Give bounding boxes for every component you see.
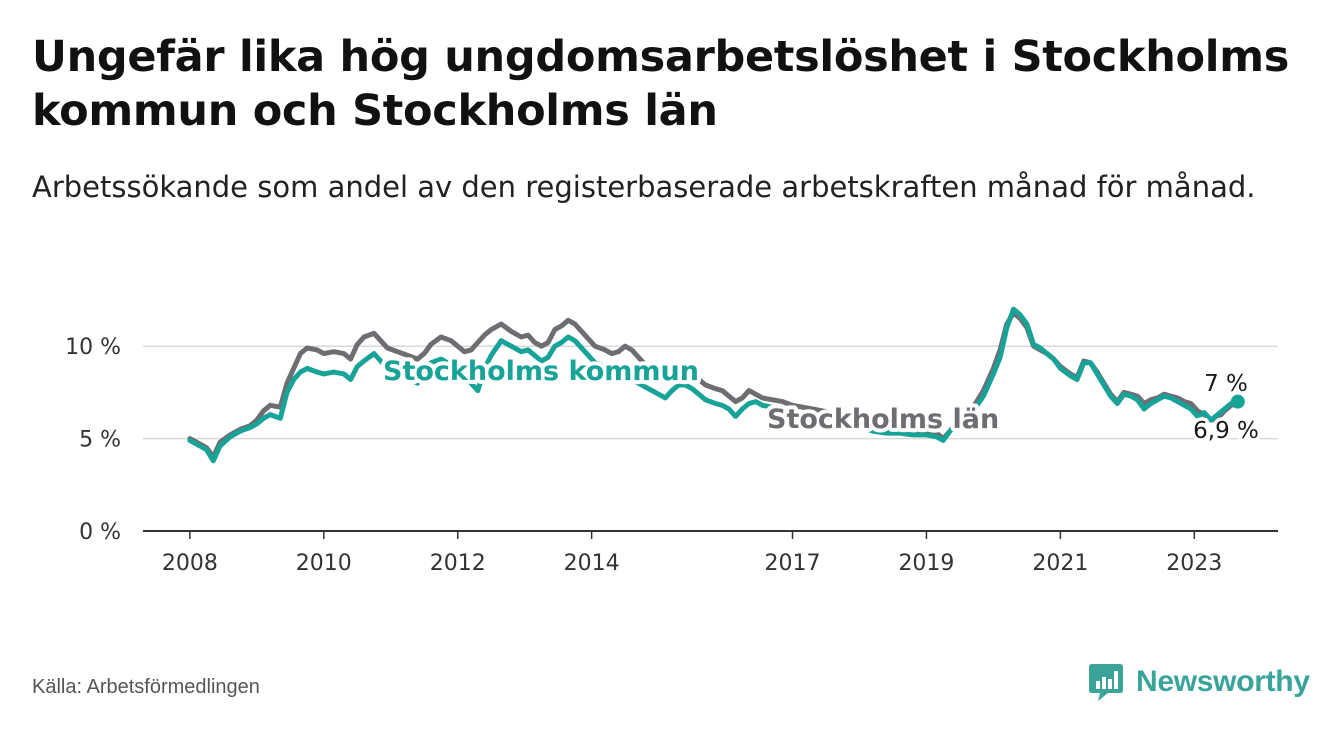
chart-title: Ungefär lika hög ungdomsarbetslöshet i S… — [32, 32, 1290, 136]
x-tick-label: 2012 — [430, 551, 486, 576]
chart-subtitle: Arbetssökande som andel av den registerb… — [32, 170, 1256, 204]
y-axis-ticks: 0 % 5 % 10 % — [65, 335, 121, 545]
newsworthy-logo-icon — [1089, 664, 1123, 701]
x-tick-label: 2010 — [296, 551, 352, 576]
line-chart: 0 %5 %10 % 2008 2010 2012 2014 2017 2019 2021 2… — [65, 306, 1278, 576]
x-axis: 2008 2010 2012 2014 2017 2019 2021 2023 — [143, 530, 1278, 576]
x-tick-label: 2023 — [1166, 551, 1222, 576]
series-lines — [187, 306, 1245, 464]
end-label-kommun: 7 % — [1204, 371, 1248, 397]
x-tick-label: 2017 — [765, 551, 821, 576]
end-label-lan: 6,9 % — [1193, 418, 1259, 444]
series-line-stockholms-kommun — [187, 306, 1241, 464]
series-line-stockholms-lan — [187, 310, 1241, 460]
y-tick-label: 5 % — [79, 428, 121, 453]
y-tick-label: 0 % — [79, 520, 121, 545]
label-stockholms-lan: Stockholms län — [767, 404, 999, 435]
end-label-kommun-halo: 7 % — [1204, 371, 1248, 397]
series-end-dot — [1230, 394, 1245, 409]
x-tick-label: 2008 — [162, 551, 218, 576]
x-tick-label: 2019 — [898, 551, 954, 576]
gridlines — [143, 345, 1278, 440]
brand-name: Newsworthy — [1136, 665, 1310, 698]
y-tick-label: 10 % — [65, 335, 121, 360]
label-stockholms-kommun: Stockholms kommun — [383, 356, 699, 387]
source-note: Källa: Arbetsförmedlingen — [32, 676, 260, 698]
x-tick-label: 2021 — [1032, 551, 1088, 576]
x-tick-label: 2014 — [564, 551, 620, 576]
label-stockholms-kommun-halo: Stockholms kommun — [383, 356, 699, 387]
end-label-lan-halo: 6,9 % — [1193, 418, 1259, 444]
label-stockholms-lan-halo: Stockholms län — [767, 404, 999, 435]
brand-logo[interactable]: Newsworthy — [1088, 660, 1310, 704]
